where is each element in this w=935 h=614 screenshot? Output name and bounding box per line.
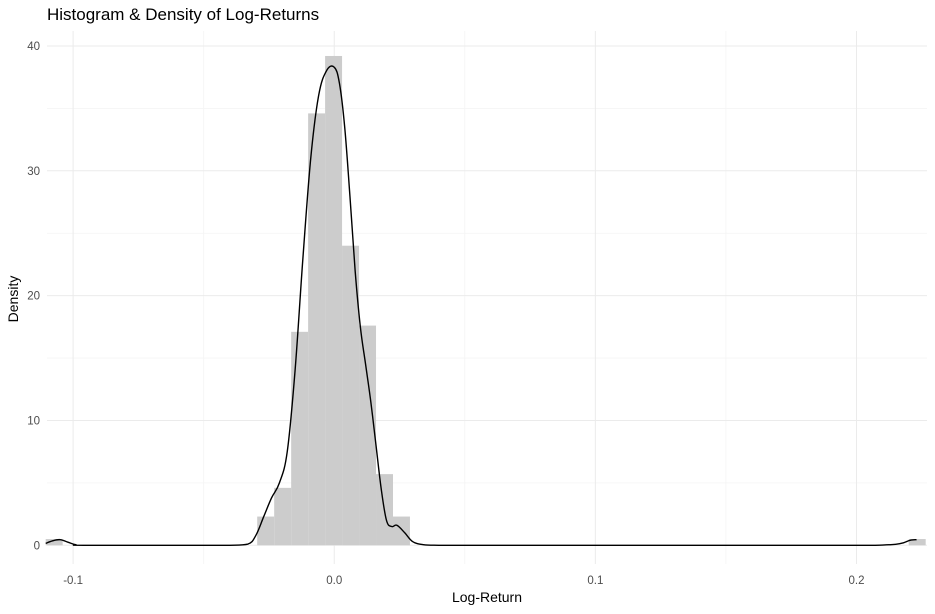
x-tick-label: 0.0	[326, 575, 342, 587]
histogram-bar	[342, 245, 360, 546]
y-axis-ticks: 0 10 20 30 40	[27, 41, 40, 552]
density-curve-group	[45, 65, 917, 546]
density-curve	[45, 65, 917, 546]
histogram-bar	[308, 113, 326, 546]
x-tick-label: 0.1	[587, 575, 603, 587]
histogram-bar	[257, 516, 275, 546]
y-tick-label: 20	[27, 291, 40, 303]
histogram-bar	[325, 55, 343, 546]
chart-title: Histogram & Density of Log-Returns	[47, 5, 319, 24]
y-axis-title: Density	[5, 276, 21, 323]
y-tick-label: 0	[34, 540, 40, 552]
histogram-bar	[274, 487, 292, 546]
x-tick-label: 0.2	[848, 575, 864, 587]
x-axis-title: Log-Return	[452, 589, 522, 605]
histogram-bar	[45, 539, 63, 546]
x-tick-label: -0.1	[63, 575, 83, 587]
x-axis-ticks: -0.1 0.0 0.1 0.2	[63, 575, 864, 587]
y-tick-label: 10	[27, 415, 40, 427]
minor-gridlines	[47, 31, 927, 564]
histogram-bars	[45, 55, 926, 546]
histogram-bar	[291, 331, 309, 546]
y-tick-label: 40	[27, 41, 40, 53]
histogram-bar	[392, 516, 410, 546]
histogram-bar	[908, 539, 926, 546]
y-tick-label: 30	[27, 166, 40, 178]
histogram-bar	[359, 325, 377, 546]
